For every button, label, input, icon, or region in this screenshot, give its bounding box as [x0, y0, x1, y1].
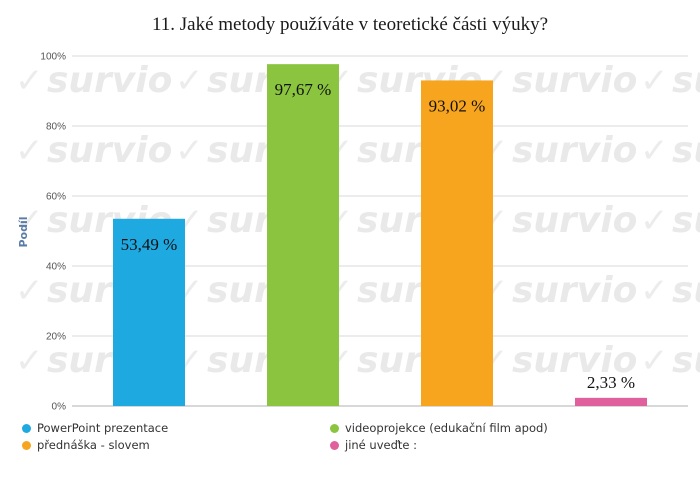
- watermark-text: survio: [672, 200, 700, 241]
- legend-label: přednáška - slovem: [37, 438, 150, 452]
- y-tick-label: 60%: [46, 192, 66, 203]
- bar: [421, 80, 493, 407]
- bar: [113, 218, 185, 406]
- watermark-text: survio: [512, 130, 637, 171]
- data-label: 97,67 %: [275, 80, 332, 99]
- watermark-text: survio: [672, 130, 700, 171]
- watermark-text: survio: [672, 60, 700, 101]
- watermark-check-icon: ✓: [175, 131, 204, 171]
- y-tick-label: 0%: [52, 402, 67, 413]
- watermark-text: survio: [47, 60, 172, 101]
- watermark-text: survio: [672, 340, 700, 381]
- watermark-text: survio: [512, 270, 637, 311]
- bar: [267, 64, 339, 406]
- bar: [575, 397, 647, 406]
- watermark-check-icon: ✓: [640, 341, 669, 381]
- watermark-check-icon: ✓: [15, 131, 44, 171]
- y-axis-label: Podíl: [17, 216, 30, 247]
- data-labels: 53,49 % 97,67 % 93,02 % 2,33 %: [121, 80, 635, 392]
- watermark-check-icon: ✓: [640, 271, 669, 311]
- watermark-text: survio: [512, 200, 637, 241]
- y-tick-label: 100%: [40, 52, 66, 63]
- legend-label: jiné uveďte :: [345, 438, 417, 452]
- watermark-check-icon: ✓: [640, 131, 669, 171]
- legend: PowerPoint prezentace videoprojekce (eduk…: [22, 421, 682, 452]
- legend-swatch: [330, 423, 339, 433]
- watermark-check-icon: ✓: [15, 61, 44, 101]
- data-label: 93,02 %: [429, 96, 486, 115]
- watermark-text: survio: [512, 340, 637, 381]
- watermark-check-icon: ✓: [640, 61, 669, 101]
- legend-item[interactable]: přednáška - slovem: [22, 438, 330, 452]
- watermark-text: survio: [512, 60, 637, 101]
- legend-label: PowerPoint prezentace: [37, 421, 169, 435]
- legend-item[interactable]: jiné uveďte :: [330, 438, 660, 452]
- chart-title: 11. Jaké metody používáte v teoretické č…: [151, 14, 549, 35]
- data-label: 2,33 %: [587, 373, 635, 392]
- watermark-check-icon: ✓: [15, 271, 44, 311]
- watermark-check-icon: ✓: [640, 201, 669, 241]
- legend-item[interactable]: PowerPoint prezentace: [22, 421, 330, 435]
- legend-swatch: [22, 423, 31, 433]
- y-tick-label: 40%: [46, 262, 66, 273]
- legend-swatch: [330, 440, 339, 450]
- watermark-text: survio: [47, 130, 172, 171]
- legend-swatch: [22, 440, 31, 450]
- watermark-check-icon: ✓: [15, 201, 44, 241]
- watermark-check-icon: ✓: [15, 341, 44, 381]
- y-tick-label: 20%: [46, 332, 66, 343]
- y-tick-label: 80%: [46, 122, 66, 133]
- legend-label: videoprojekce (edukační film apod): [345, 421, 548, 435]
- data-label: 53,49 %: [121, 235, 178, 254]
- watermark-text: survio: [672, 270, 700, 311]
- bars: [113, 64, 647, 407]
- watermark-check-icon: ✓: [175, 61, 204, 101]
- legend-item[interactable]: videoprojekce (edukační film apod): [330, 421, 660, 435]
